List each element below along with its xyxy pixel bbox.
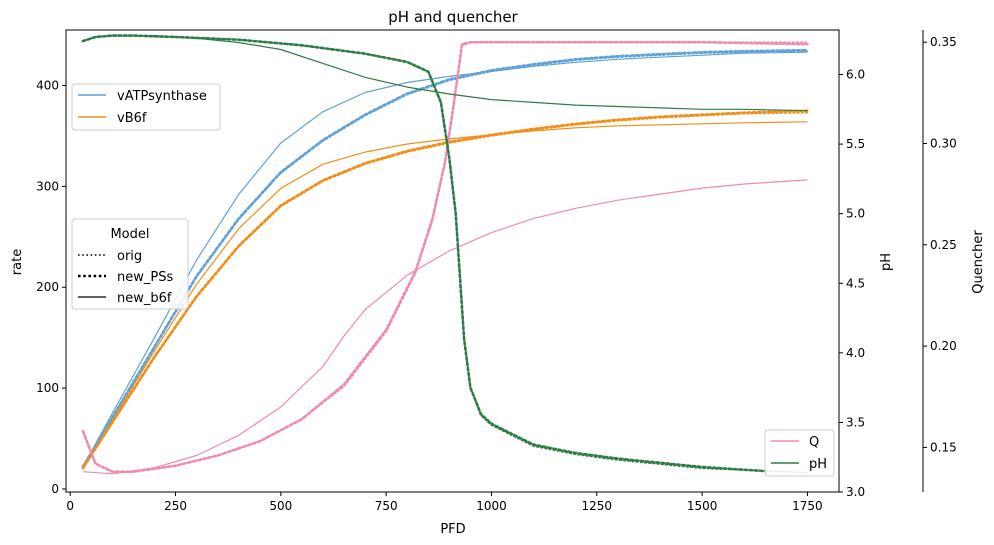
series-line-vatpsynthase-new-pss (81, 48, 809, 469)
legend-quencher-ph: Q pH (764, 429, 835, 477)
series-line-ph-new-b6f (82, 34, 808, 112)
rate-tick-label: 100 (36, 381, 59, 395)
rate-tick-label: 200 (36, 280, 59, 294)
ph-tick-label: 5.0 (846, 207, 865, 221)
quencher-tick-label: 0.20 (930, 339, 957, 353)
quencher-tick-label: 0.25 (930, 238, 957, 252)
legend-label-new-pss: new_PSs (117, 270, 173, 285)
legend-label-q: Q (809, 435, 819, 450)
y-axis-label-quencher: Quencher (971, 230, 986, 294)
y-axis-quencher: 0.15 0.20 0.25 0.30 0.35 (923, 35, 957, 454)
x-tick-label: 1250 (582, 499, 613, 513)
ph-tick-label: 5.5 (846, 137, 865, 151)
legend-label-new-b6f: new_b6f (117, 291, 172, 306)
series-line-q-new-b6f (82, 179, 808, 475)
x-tick-label: 1000 (476, 499, 507, 513)
x-tick-label: 0 (66, 499, 74, 513)
plot-frame (65, 29, 840, 493)
legend-rates: vATPsynthase vB6f (71, 83, 221, 131)
rate-tick-label: 400 (36, 78, 59, 92)
ph-tick-label: 4.5 (846, 276, 865, 290)
legend-label-vatpsynthase: vATPsynthase (117, 89, 207, 104)
y-axis-ph: 3.0 3.5 4.0 4.5 5.0 5.5 6.0 (839, 68, 865, 499)
chart-title: pH and quencher (388, 8, 518, 26)
x-tick-label: 500 (269, 499, 292, 513)
x-tick-label: 1500 (687, 499, 718, 513)
ph-tick-label: 6.0 (846, 68, 865, 82)
series-line-q-new-pss (81, 40, 809, 474)
y-axis-label-rate: rate (10, 249, 25, 275)
series-layer (81, 34, 809, 475)
x-axis-label: PFD (440, 522, 465, 537)
quencher-tick-label: 0.30 (930, 136, 957, 150)
legend-title-model: Model (110, 227, 149, 242)
rate-tick-label: 300 (36, 179, 59, 193)
x-tick-label: 1750 (792, 499, 823, 513)
series-line-vatpsynthase-new-b6f (82, 51, 808, 468)
ph-tick-label: 3.0 (846, 485, 865, 499)
series-line-vb6f-new-pss (81, 109, 809, 470)
y-axis-label-ph: pH (879, 253, 894, 271)
ph-tick-label: 4.0 (846, 346, 865, 360)
rate-tick-label: 0 (51, 482, 59, 496)
axes-frame (65, 29, 924, 493)
x-axis: 0 250 500 750 1000 1250 1500 1750 (66, 492, 823, 513)
legend-label-ph: pH (809, 457, 827, 472)
ph-tick-label: 3.5 (846, 415, 865, 429)
quencher-tick-label: 0.35 (930, 35, 957, 49)
x-tick-label: 750 (375, 499, 398, 513)
legend-label-vb6f: vB6f (117, 111, 147, 126)
legend-label-orig: orig (117, 249, 142, 264)
x-tick-label: 250 (164, 499, 187, 513)
series-line-vb6f-new-b6f (82, 121, 808, 470)
legend-model: Model orig new_PSs new_b6f (71, 218, 189, 310)
quencher-tick-label: 0.15 (930, 440, 957, 454)
y-axis-rate: 0 100 200 300 400 (36, 78, 66, 496)
